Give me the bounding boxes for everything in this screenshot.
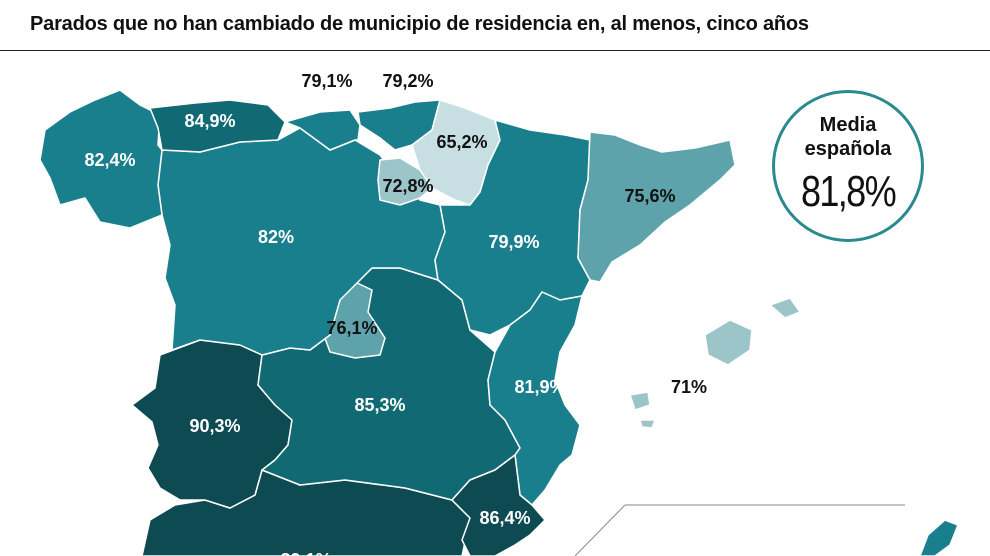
label-la-rioja: 72,8% [382, 176, 433, 196]
chart-title: Parados que no han cambiado de municipio… [30, 13, 809, 35]
badge-value: 81,8% [800, 167, 897, 216]
region-cantabria[interactable] [284, 109, 361, 151]
region-la-rioja[interactable] [377, 157, 433, 206]
label-aragon: 79,9% [488, 232, 539, 252]
label-galicia: 82,4% [84, 150, 135, 170]
region-shapes [39, 89, 959, 556]
region-asturias[interactable] [149, 99, 286, 153]
region-cataluna[interactable] [577, 131, 736, 283]
region-murcia[interactable] [451, 454, 546, 556]
label-cataluna: 75,6% [624, 186, 675, 206]
region-galicia[interactable] [39, 89, 163, 229]
label-castilla-la-mancha: 85,3% [354, 395, 405, 415]
label-comunidad-valenciana: 81,9% [514, 377, 565, 397]
label-madrid: 76,1% [326, 318, 377, 338]
region-labels: 82,4% 84,9% 79,1% 79,2% 65,2% 72,8% 79,9… [84, 71, 707, 556]
canarias-divider [574, 504, 626, 556]
badge-line-1: Media [819, 114, 877, 136]
badge-line-2: española [804, 138, 892, 160]
label-murcia: 86,4% [479, 508, 530, 528]
label-castilla-y-leon: 82% [258, 227, 294, 247]
label-extremadura: 90,3% [189, 416, 240, 436]
label-asturias: 84,9% [184, 111, 235, 131]
label-pais-vasco: 79,2% [382, 71, 433, 91]
label-andalucia: 89,1% [280, 550, 331, 556]
media-badge: Media española 81,8% [772, 90, 924, 242]
region-baleares[interactable] [629, 297, 801, 429]
label-navarra: 65,2% [436, 132, 487, 152]
label-cantabria: 79,1% [301, 71, 352, 91]
region-canarias[interactable] [919, 519, 959, 556]
label-baleares: 71% [671, 377, 707, 397]
title-rule [0, 50, 990, 51]
